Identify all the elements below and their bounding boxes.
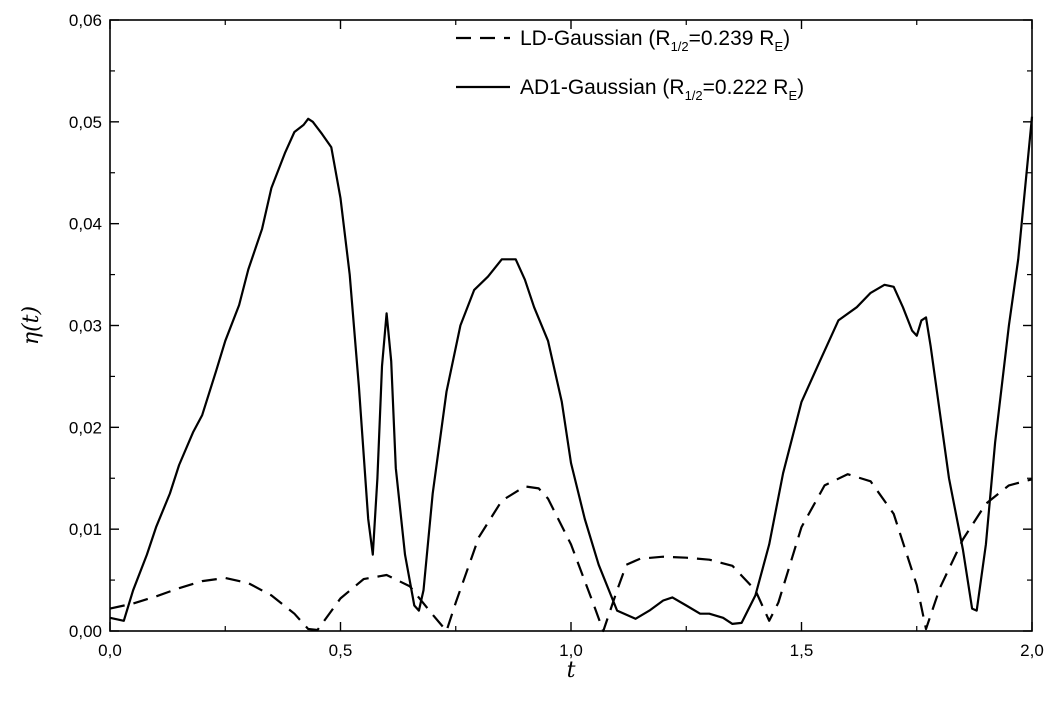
series-line-ad1-gaussian xyxy=(109,116,1034,626)
plot-frame xyxy=(109,19,1033,632)
legend: LD-Gaussian (R1/2=0.239 RE) AD1-Gaussian … xyxy=(456,27,804,103)
y-tick-label: 0,00 xyxy=(69,622,102,641)
x-tick-label: 2,0 xyxy=(1020,641,1044,660)
x-tick-label: 1,5 xyxy=(790,641,814,660)
y-tick-label: 0,02 xyxy=(69,418,102,437)
series-line-ld-gaussian xyxy=(109,473,1033,633)
y-tick-label: 0,03 xyxy=(69,317,102,336)
x-tick-label: 0,5 xyxy=(329,641,353,660)
x-tick-label: 1,0 xyxy=(559,641,583,660)
y-axis-ticks: 0,00 0,01 0,02 0,03 0,04 0,05 0,06 xyxy=(69,11,1032,641)
y-axis-title: η(t) xyxy=(19,306,44,345)
series-layer xyxy=(109,116,1034,633)
x-axis-ticks: 0,0 0,5 1,0 1,5 2,0 xyxy=(98,20,1044,660)
y-tick-label: 0,06 xyxy=(69,11,102,30)
y-tick-label: 0,04 xyxy=(69,215,102,234)
legend-label: LD-Gaussian (R1/2=0.239 RE) xyxy=(520,27,790,54)
y-tick-label: 0,05 xyxy=(69,113,102,132)
x-tick-label: 0,0 xyxy=(98,641,122,660)
legend-label: AD1-Gaussian (R1/2=0.222 RE) xyxy=(520,76,804,103)
x-axis-title: t xyxy=(567,658,576,683)
plot-area xyxy=(109,19,1033,632)
y-tick-label: 0,01 xyxy=(69,520,102,539)
